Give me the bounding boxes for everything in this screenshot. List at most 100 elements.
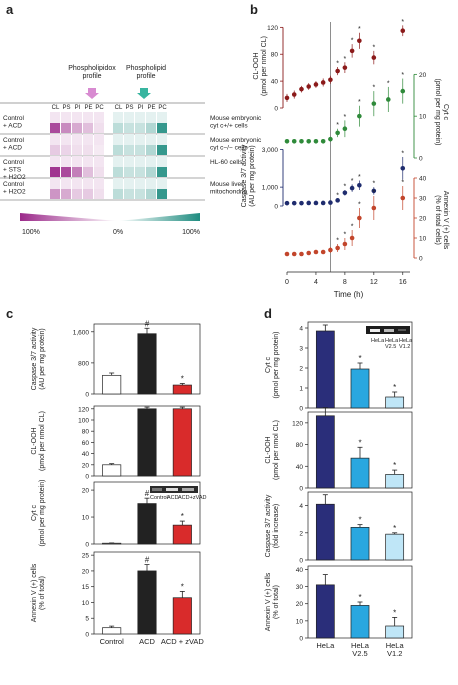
annexin-point — [335, 245, 340, 251]
cell-pr-treated — [124, 189, 134, 199]
cyt-c-y-tick-label: 10 — [419, 114, 427, 121]
gel-label: ACD — [167, 495, 179, 501]
cell-ox-control — [94, 156, 104, 177]
cyt-c-point — [385, 97, 391, 102]
row-label: Control + ACD — [3, 115, 25, 130]
cell-pr-control — [113, 156, 123, 177]
category-label: HeLa — [316, 641, 335, 650]
panel-letter-c: c — [6, 306, 13, 321]
caspase-point — [371, 188, 377, 194]
cell-ox-control — [50, 156, 60, 177]
cl-ooh-point — [291, 92, 297, 97]
y-tick-label: 4 — [299, 503, 303, 510]
header-phospholipidox: Phospholipidox profile — [68, 65, 116, 80]
y-tick-label: 40 — [82, 451, 90, 458]
y-tick-label: 5 — [85, 616, 89, 623]
y-tick-label: 3 — [299, 346, 303, 353]
cell-pr-treated — [113, 123, 123, 133]
cell-pr-treated — [146, 167, 156, 177]
cell-ox-treated — [94, 145, 104, 155]
cell-pr-treated — [157, 145, 167, 155]
y-axis-label: Annexin V (+) cells(% of total) — [31, 563, 46, 622]
annexin-point — [284, 251, 290, 257]
cell-pr-treated — [124, 145, 134, 155]
cell-pr-treated — [113, 145, 123, 155]
x-tick-label: 12 — [370, 279, 378, 286]
caspase-point — [342, 190, 348, 196]
cl-ooh-y-tick-label: 120 — [267, 25, 278, 32]
cell-ox-treated — [83, 145, 93, 155]
annexin-point — [306, 250, 312, 256]
gel-band — [384, 329, 394, 332]
annexin-sig-mark: * — [372, 190, 375, 197]
annexin-sig-mark: * — [344, 232, 347, 239]
cell-ox-treated — [72, 145, 82, 155]
y-tick-label: 0 — [85, 392, 89, 399]
cell-pr-treated — [113, 189, 123, 199]
cyt-c-point — [320, 138, 326, 144]
caspase-sig-mark: * — [351, 178, 354, 185]
cl-ooh-point — [342, 65, 348, 70]
cell-ox-control — [83, 112, 93, 133]
y-tick-label: 120 — [78, 406, 89, 413]
bar — [102, 627, 122, 635]
caspase-point — [349, 185, 355, 191]
cell-ox-control — [61, 112, 71, 133]
cell-ox-control — [83, 156, 93, 177]
y-tick-label: 0 — [85, 632, 89, 639]
bar — [385, 533, 405, 561]
cell-ox-treated — [61, 145, 71, 155]
cell-pr-treated — [135, 167, 145, 177]
row-desc: HL-60 cells — [210, 159, 243, 166]
significance-mark: * — [393, 383, 396, 392]
cell-pr-treated — [157, 123, 167, 133]
caspase-y-tick-label: 0 — [274, 204, 278, 211]
y-tick-label: 20 — [82, 568, 90, 575]
y-tick-label: 20 — [82, 462, 90, 469]
category-label: ACD + zVAD — [161, 637, 205, 646]
y-tick-label: 0 — [85, 542, 89, 549]
scale-label-left: 100% — [22, 229, 40, 236]
annexin-y-tick-label: 0 — [419, 256, 423, 263]
gel-band — [152, 488, 162, 491]
bar — [350, 457, 370, 489]
y-tick-label: 0 — [299, 636, 303, 643]
cl-ooh-y-tick-label: 80 — [271, 52, 279, 59]
cell-ox-treated — [94, 123, 104, 133]
annexin-point — [400, 195, 406, 201]
cell-ox-treated — [72, 189, 82, 199]
cell-ox-treated — [72, 123, 82, 133]
significance-mark: * — [181, 582, 184, 591]
cell-pr-control — [113, 178, 123, 199]
cell-pr-treated — [135, 145, 145, 155]
significance-mark: * — [358, 516, 361, 525]
cell-ox-treated — [83, 123, 93, 133]
cl-ooh-point — [328, 77, 333, 83]
y-axis-label: Cyt c(pmol per mg protein) — [265, 332, 280, 399]
bar — [102, 374, 122, 395]
caspase-y-tick-label: 3,000 — [262, 147, 279, 154]
y-tick-label: 0 — [85, 474, 89, 481]
cyt-c-point — [313, 138, 319, 144]
y-axis-label: Caspase 3/7 activity(AU per mg protein) — [31, 327, 46, 390]
x-tick-label: 4 — [314, 279, 318, 286]
bar — [137, 503, 157, 545]
panel-letter-b: b — [250, 2, 258, 17]
bar — [172, 408, 192, 477]
cell-ox-treated — [61, 123, 71, 133]
cell-pr-control — [146, 112, 156, 133]
row-desc: Mouse embryonic cyt c+/+ cells — [210, 115, 262, 130]
col-header-ox-PI: PI — [75, 105, 81, 111]
gel-band — [370, 329, 380, 332]
cell-pr-treated — [113, 167, 123, 177]
cell-pr-control — [135, 178, 145, 199]
caspase-point — [284, 200, 290, 206]
cyt-c-point — [299, 138, 304, 144]
bar — [385, 625, 405, 639]
cl-ooh-point — [400, 28, 406, 34]
cell-ox-control — [50, 178, 60, 199]
annexin-point — [328, 247, 333, 253]
cl-ooh-point — [284, 95, 290, 101]
cl-ooh-y-tick-label: 40 — [271, 79, 279, 86]
y-axis-label: CL-OOH(pmol per nmol CL) — [31, 411, 46, 471]
